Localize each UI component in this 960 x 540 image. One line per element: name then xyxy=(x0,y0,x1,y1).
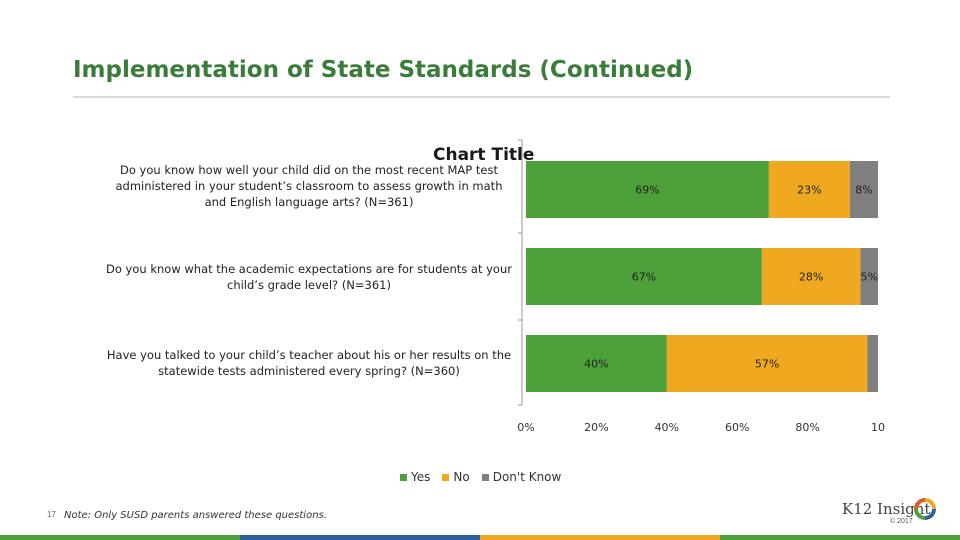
footer-segment-2 xyxy=(240,535,480,540)
data-label-1-1: 69% xyxy=(635,184,659,197)
logo-text: K12 Insight xyxy=(842,500,931,518)
x-tick-label-2: 20% xyxy=(584,421,608,434)
x-tick-label-1: 0% xyxy=(517,421,534,434)
slide-title: Implementation of State Standards (Conti… xyxy=(73,57,694,83)
copyright-text: © 2017 xyxy=(890,518,913,525)
legend-swatch-no xyxy=(442,473,450,481)
bar-3-yes xyxy=(526,335,667,392)
footer-segment-4 xyxy=(720,535,960,540)
legend-label-dont-know: Don't Know xyxy=(492,470,562,484)
footer-color-bar xyxy=(0,535,960,540)
data-label-1-2: 23% xyxy=(797,184,821,197)
question-label-2: Do you know what the academic expectatio… xyxy=(106,262,512,292)
legend-swatch-yes xyxy=(400,473,407,481)
legend-swatch-dont-know xyxy=(481,473,489,481)
slide-number: 17 xyxy=(47,510,56,519)
bar-1-no xyxy=(768,161,850,218)
x-tick-label-6: 10 xyxy=(871,421,885,434)
x-tick-label-3: 40% xyxy=(655,421,679,434)
title-divider xyxy=(73,96,890,98)
footer-segment-3 xyxy=(480,535,720,540)
legend-item-yes: Yes xyxy=(400,470,430,484)
bar-3-no xyxy=(666,335,868,392)
data-label-2-3: 5% xyxy=(860,271,877,284)
data-label-3-1: 40% xyxy=(584,358,608,371)
data-label-3-2: 57% xyxy=(755,358,779,371)
bar-3-don-t-know xyxy=(867,335,878,392)
legend-item-dont-know: Don't Know xyxy=(481,470,562,484)
data-label-1-3: 8% xyxy=(855,184,872,197)
footer-segment-1 xyxy=(0,535,240,540)
x-tick-label-4: 60% xyxy=(725,421,749,434)
bar-2-no xyxy=(761,248,861,305)
legend-label-yes: Yes xyxy=(411,470,431,484)
bar-2-don-t-know xyxy=(860,248,878,305)
data-label-2-2: 28% xyxy=(799,271,823,284)
legend-item-no: No xyxy=(442,470,470,484)
legend-label-no: No xyxy=(453,470,470,484)
question-label-1: Do you know how well your child did on t… xyxy=(115,163,503,209)
x-tick-label-5: 80% xyxy=(795,421,819,434)
question-label-3: Have you talked to your child’s teacher … xyxy=(106,348,512,378)
footnote: Note: Only SUSD parents answered these q… xyxy=(64,510,327,521)
chart-legend: Yes No Don't Know xyxy=(400,470,561,484)
k12-insight-logo: K12 Insight © 2017 xyxy=(842,498,938,538)
bar-2-yes xyxy=(526,248,762,305)
bar-1-yes xyxy=(526,161,769,218)
bar-1-don-t-know xyxy=(849,161,878,218)
chart-title: Chart Title xyxy=(433,145,535,165)
logo-ring-icon xyxy=(914,498,936,520)
data-label-2-1: 67% xyxy=(632,271,656,284)
